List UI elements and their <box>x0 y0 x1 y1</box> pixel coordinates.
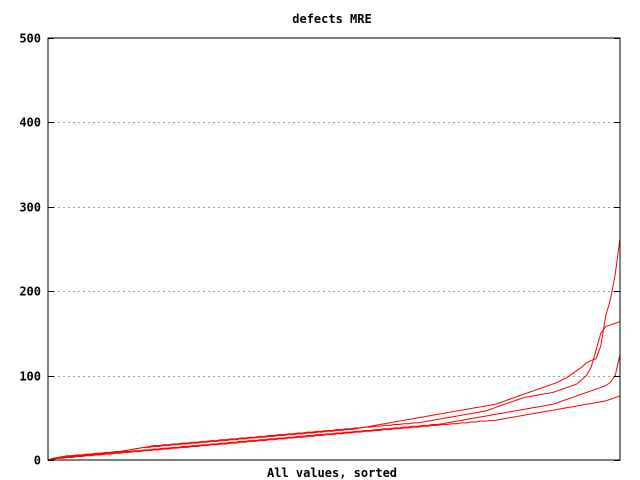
plot-background <box>48 38 620 460</box>
series-line-2 <box>47 321 621 461</box>
series-line-3 <box>47 354 621 461</box>
grid-lines <box>48 122 620 377</box>
y-tick-label-100: 100 <box>19 370 41 384</box>
series-line-4 <box>47 395 621 461</box>
y-tick-label-0: 0 <box>34 454 41 468</box>
y-tick-label-200: 200 <box>19 285 41 299</box>
y-tick-label-500: 500 <box>19 32 41 46</box>
y-tick-label-300: 300 <box>19 201 41 215</box>
y-tick-label-400: 400 <box>19 116 41 130</box>
plot-frame <box>47 37 621 461</box>
chart-title: defects MRE <box>292 12 371 26</box>
y-axis-ticks: 0 100 200 300 400 500 <box>19 32 620 468</box>
x-axis-label: All values, sorted <box>267 466 397 480</box>
series-group <box>47 238 621 461</box>
